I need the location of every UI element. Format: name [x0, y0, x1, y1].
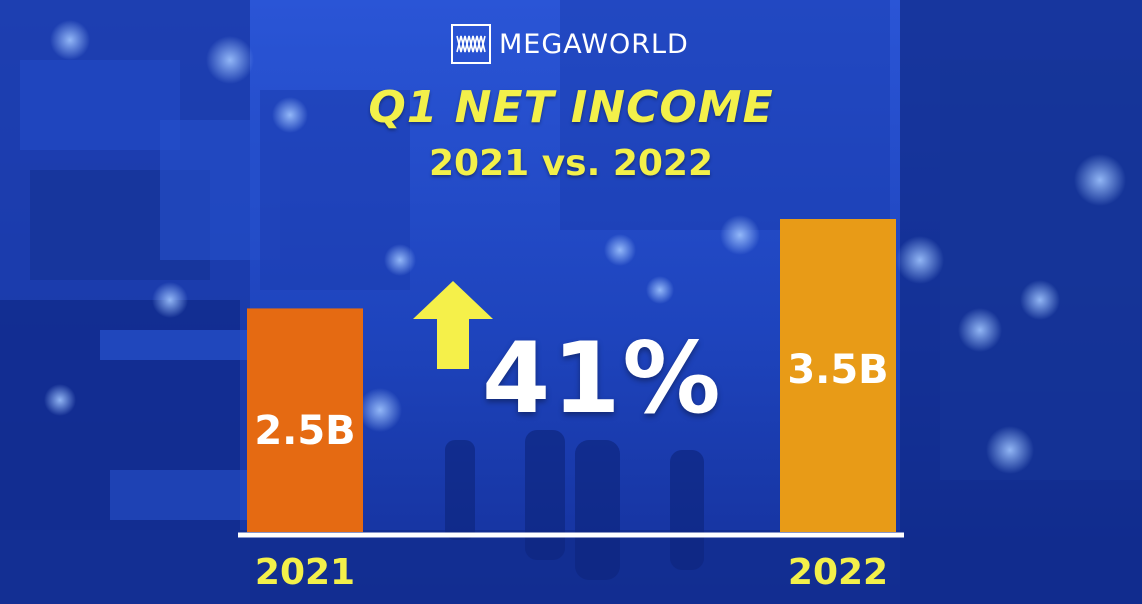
x-tick-label-2021: 2021 [255, 552, 355, 593]
bar-value-label-2022: 3.5B [787, 347, 888, 393]
megaworld-logo: MEGAWORLD [451, 22, 689, 66]
bar-value-label-2021: 2.5B [254, 408, 355, 454]
bar-2022 [780, 219, 896, 532]
x-tick-label-2022: 2022 [788, 552, 888, 593]
chart-subtitle: 2021 vs. 2022 [428, 143, 714, 184]
growth-percentage: 41% [482, 322, 723, 436]
arrow-up-icon [413, 281, 493, 369]
megaworld-logo-icon [451, 24, 491, 64]
brand-name: MEGAWORLD [499, 28, 689, 60]
bar-2021 [247, 308, 363, 532]
chart-title: Q1 NET INCOME [368, 82, 774, 133]
